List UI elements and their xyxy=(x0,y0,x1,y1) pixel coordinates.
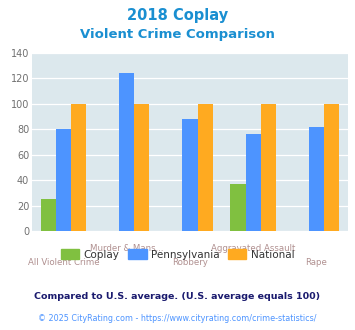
Text: Aggravated Assault: Aggravated Assault xyxy=(211,244,295,253)
Bar xyxy=(134,104,149,231)
Text: 2018 Coplay: 2018 Coplay xyxy=(127,8,228,23)
Text: Compared to U.S. average. (U.S. average equals 100): Compared to U.S. average. (U.S. average … xyxy=(34,292,321,301)
Bar xyxy=(246,134,261,231)
Legend: Coplay, Pennsylvania, National: Coplay, Pennsylvania, National xyxy=(56,245,299,264)
Bar xyxy=(230,184,246,231)
Bar xyxy=(324,104,339,231)
Bar xyxy=(182,119,197,231)
Text: Violent Crime Comparison: Violent Crime Comparison xyxy=(80,28,275,41)
Bar xyxy=(41,199,56,231)
Bar xyxy=(197,104,213,231)
Text: Murder & Mans...: Murder & Mans... xyxy=(90,244,164,253)
Bar xyxy=(261,104,276,231)
Text: Robbery: Robbery xyxy=(172,258,208,267)
Bar xyxy=(309,127,324,231)
Text: All Violent Crime: All Violent Crime xyxy=(28,258,99,267)
Text: © 2025 CityRating.com - https://www.cityrating.com/crime-statistics/: © 2025 CityRating.com - https://www.city… xyxy=(38,314,317,323)
Text: Rape: Rape xyxy=(305,258,327,267)
Bar xyxy=(119,73,134,231)
Bar xyxy=(71,104,86,231)
Bar xyxy=(56,129,71,231)
